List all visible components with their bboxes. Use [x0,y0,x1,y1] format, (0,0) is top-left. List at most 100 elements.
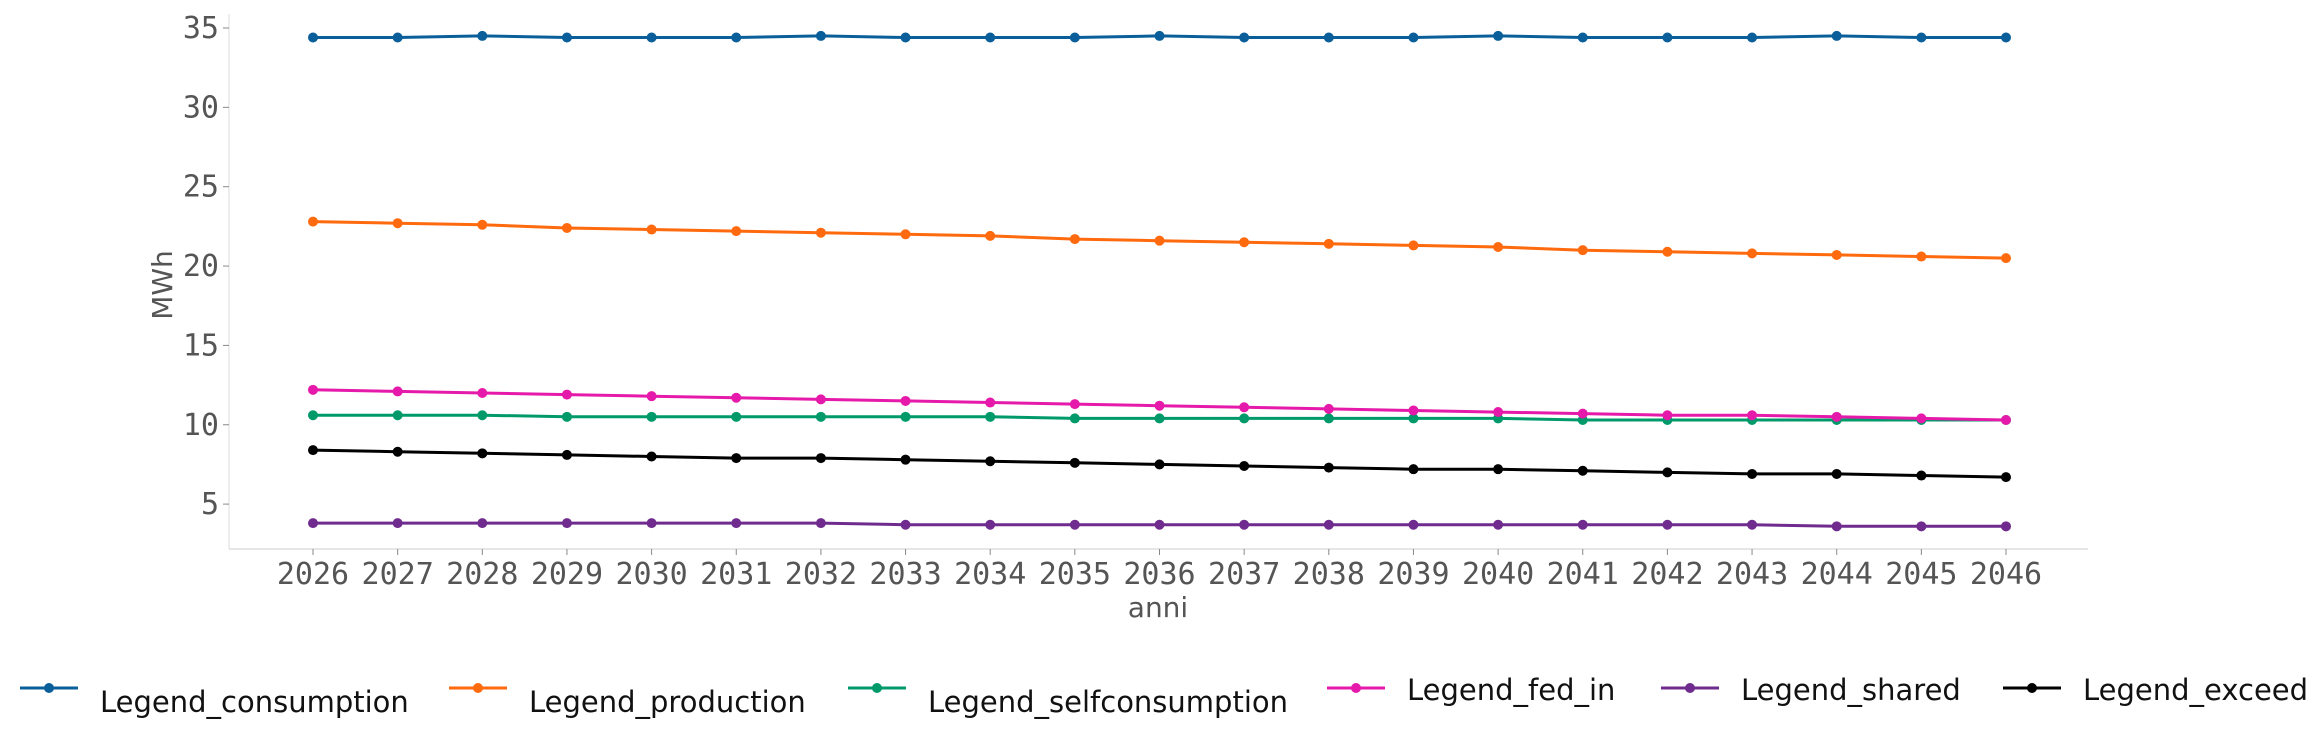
data-point [308,32,318,43]
legend-swatch-marker [473,683,483,693]
legend-label: Legend_production [529,685,806,719]
y-tick-label: 35 [183,11,219,46]
data-point [561,389,572,400]
data-point [985,519,996,530]
legend-item: Legend_shared [1661,673,1961,707]
data-point [900,395,911,406]
data-point [1831,468,1842,479]
data-point [1916,251,1927,262]
data-point [1831,521,1842,532]
x-tick-label: 2027 [362,557,434,592]
data-point [477,410,488,421]
data-point [646,411,657,422]
data-point [1154,519,1165,530]
data-point [1831,411,1842,422]
series-Legend_fed_in [308,384,2011,425]
data-point [985,32,996,43]
data-point [1408,32,1419,43]
legend-label: Legend_selfconsumption [928,685,1288,719]
data-point [815,30,826,41]
data-point [1493,30,1504,41]
data-point [646,391,657,402]
series-Legend_production [308,216,2011,264]
legend-swatch-marker [872,683,882,693]
data-point [308,216,318,227]
data-point [1069,413,1080,424]
data-point [1747,32,1758,43]
legend-swatch-marker [2027,683,2037,693]
data-point [477,219,488,230]
data-point [731,518,742,529]
data-point [646,451,657,462]
legend-item: Legend_selfconsumption [848,683,1288,719]
data-point [308,384,318,395]
y-tick-label: 30 [183,90,219,125]
legend-item: Legend_production [449,683,806,719]
y-axis-ticks: 5 10 15 20 25 30 35 [183,11,229,522]
data-point [1239,402,1250,413]
data-point [985,411,996,422]
y-tick-label: 20 [183,249,219,284]
data-point [985,456,996,467]
data-point [646,224,657,235]
data-point [1577,32,1588,43]
data-point [2001,253,2011,264]
data-point [308,410,318,421]
data-point [1154,235,1165,246]
series-Legend_exceed [308,445,2011,483]
data-point [1493,519,1504,530]
data-point [477,448,488,459]
data-point [1323,413,1334,424]
x-tick-label: 2046 [1970,557,2042,592]
data-point [561,518,572,529]
data-point [900,32,911,43]
legend-label: Legend_fed_in [1407,673,1615,707]
series-Legend_shared [308,518,2011,532]
x-tick-label: 2030 [615,557,687,592]
data-point [1747,248,1758,259]
data-point [1747,519,1758,530]
data-point [815,227,826,238]
data-point [1069,457,1080,468]
data-point [561,411,572,422]
data-point [477,30,488,41]
data-point [392,446,403,457]
data-point [900,519,911,530]
data-point [477,518,488,529]
data-point [1323,238,1334,249]
x-tick-label: 2028 [446,557,518,592]
data-point [477,388,488,399]
x-tick-label: 2029 [531,557,603,592]
data-point [561,222,572,233]
data-point [815,518,826,529]
data-point [985,397,996,408]
data-point [1831,30,1842,41]
data-point [1239,413,1250,424]
data-point [1069,519,1080,530]
legend-label: Legend_shared [1741,673,1961,707]
data-point [1577,465,1588,476]
data-point [1154,459,1165,470]
data-point [1069,234,1080,245]
data-point [1069,32,1080,43]
data-point [1916,413,1927,424]
x-tick-label: 2042 [1631,557,1703,592]
data-point [308,445,318,456]
x-tick-label: 2040 [1462,557,1534,592]
legend-item: Legend_exceed [2003,673,2308,707]
data-point [1577,519,1588,530]
data-point [900,454,911,465]
y-axis-label: MWh [146,250,179,320]
data-point [561,449,572,460]
x-axis-label: anni [1128,591,1188,624]
data-point [815,453,826,464]
data-point [1493,407,1504,418]
x-tick-label: 2037 [1208,557,1280,592]
data-point [900,411,911,422]
data-point [1154,400,1165,411]
data-point [1239,237,1250,248]
legend-swatch-marker [44,683,54,693]
legend-item: Legend_fed_in [1327,673,1615,707]
data-point [1323,403,1334,414]
